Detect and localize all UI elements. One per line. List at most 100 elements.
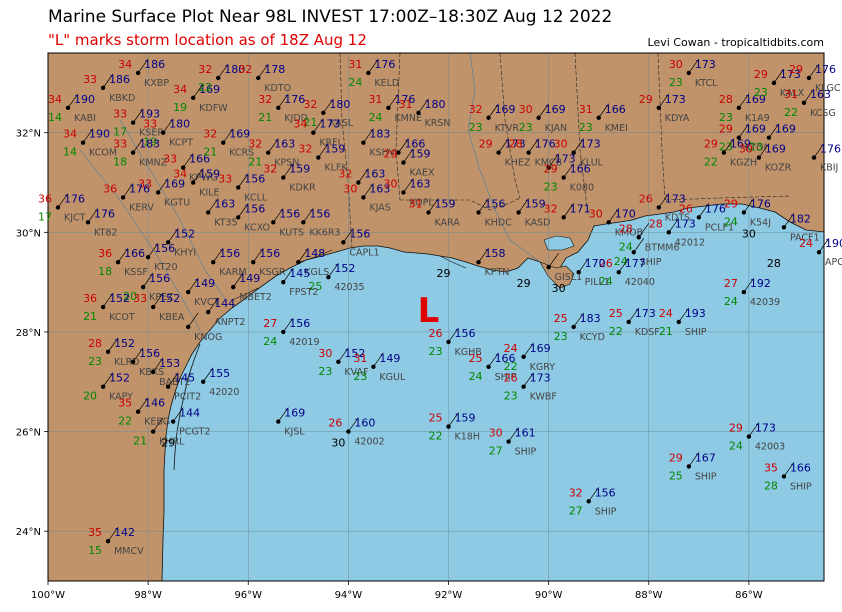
station-dewpoint: 23 [554, 330, 568, 343]
wind-barb [688, 452, 700, 467]
station-id: KVAF [344, 367, 368, 378]
wind-barb [182, 153, 194, 168]
station-id: KPSN [274, 158, 299, 169]
station-id: KTVR [495, 123, 520, 134]
station-plot: 34 19 169 KDFW [173, 83, 228, 114]
wind-barb [162, 118, 174, 133]
station-dot [496, 150, 501, 155]
station-pressure: 173 [675, 217, 696, 230]
station-id: 42012 [675, 237, 705, 248]
station-id: SHIP [495, 372, 517, 383]
station-dewpoint: 23 [719, 141, 733, 154]
station-pressure: 156 [244, 202, 265, 215]
station-dot [326, 274, 331, 280]
x-tick-label: 86°W [735, 590, 763, 601]
station-plot: 26 23 156 KGHB [429, 327, 482, 358]
station-dot [276, 105, 281, 110]
station-plot: 28 173 42012 [649, 217, 705, 248]
station-plot: 148 KGLS [296, 247, 329, 278]
station-id: KASL [329, 118, 354, 129]
station-id: KT20 [154, 262, 177, 273]
station-temperature: 35 [88, 526, 102, 539]
station-plot: 29 176 KLGC [789, 63, 841, 94]
wind-barb [818, 238, 830, 253]
station-temperature: 36 [103, 182, 117, 195]
station-plot: 35 15 142 MMCV [88, 526, 144, 557]
wind-barb [743, 277, 755, 293]
wind-barb [758, 143, 770, 158]
station-dot [426, 210, 431, 215]
station-plot: KNOG [185, 312, 222, 343]
station-id: KBEA [159, 312, 185, 323]
station-plot: 36 17 176 KJCT [38, 192, 86, 223]
station-plot: 33 19 180 KCPT [143, 118, 193, 149]
station-temperature: 31 [408, 197, 422, 210]
station-id: SHIP [790, 481, 812, 492]
station-pressure: 186 [144, 58, 165, 71]
station-temperature: 26 [599, 257, 613, 270]
station-dewpoint: 18 [98, 265, 112, 278]
station-plot: 145 FPST2 [281, 267, 318, 298]
wind-barb [303, 208, 314, 223]
wind-barb [147, 243, 159, 258]
station-plot: 33 166 KPWG [163, 153, 218, 184]
station-temperature: 26 [639, 192, 653, 205]
station-pressure: 30 [742, 227, 756, 240]
station-plot: 32 22 180 [198, 63, 245, 94]
wind-barb [267, 138, 279, 153]
station-plot: 29 173 KDYA [639, 93, 690, 124]
station-plot: 30 27 161 SHIP [489, 427, 537, 458]
y-tick-label: 26°N [16, 428, 41, 439]
station-pressure: 176 [705, 202, 726, 215]
wind-barb [498, 138, 509, 153]
wind-barb [388, 93, 399, 108]
wind-barb [202, 367, 214, 382]
station-pressure: 156 [289, 317, 310, 330]
station-temperature: 24 [504, 342, 518, 355]
station-id: GISL1 [555, 272, 583, 283]
station-temperature: 34 [293, 118, 307, 131]
station-plot: 182 PACF1 [781, 212, 820, 243]
station-pressure: 169 [495, 103, 516, 116]
station-pressure: 145 [289, 267, 310, 280]
station-dewpoint: 22 [118, 415, 132, 428]
station-pressure: 30 [331, 437, 345, 450]
wind-barb [738, 123, 750, 138]
station-id: KMNZ [139, 158, 168, 169]
station-dewpoint: 22 [784, 106, 798, 119]
station-id: ANPT2 [214, 317, 245, 328]
station-plot: 26 176 PCLF1 [679, 202, 734, 233]
station-id: MBET2 [239, 292, 272, 303]
station-temperature: 29 [719, 123, 733, 136]
wind-barb [658, 193, 670, 208]
station-pressure: 190 [89, 128, 110, 141]
wind-barb [488, 103, 499, 118]
wind-barb [448, 412, 459, 427]
station-plot: 26 23 173 KWBF [504, 372, 557, 403]
station-plot: 32 178 KDTO [238, 63, 291, 94]
wind-barb [748, 422, 760, 437]
wind-barb [563, 163, 574, 178]
x-tick-label: 96°W [234, 590, 262, 601]
station-pressure: 176 [94, 207, 115, 220]
station-pressure: 152 [174, 227, 195, 240]
wind-barb [132, 347, 144, 363]
station-id: KXBP [144, 78, 169, 89]
station-dewpoint: 24 [263, 335, 277, 348]
station-pressure: 149 [239, 272, 260, 285]
station-plot: 173 [546, 153, 576, 170]
credit-text: Levi Cowan - tropicaltidbits.com [647, 36, 824, 49]
station-plot: 33 186 KBKD [83, 73, 135, 104]
station-temperature: 33 [218, 172, 232, 185]
station-plot: 36 21 152 KCOT [83, 292, 135, 323]
station-pressure: 170 [585, 257, 606, 270]
station-id: KOPL [409, 197, 434, 208]
station-id: KSGR [259, 267, 286, 278]
station-pressure: 159 [409, 148, 430, 161]
wind-barb [618, 257, 630, 273]
station-plot: 32 23 169 KTVR [469, 103, 520, 134]
station-id: KHDC [485, 217, 513, 228]
station-plot: 30 23 169 KJAN [519, 103, 567, 134]
station-temperature: 30 [489, 427, 503, 440]
